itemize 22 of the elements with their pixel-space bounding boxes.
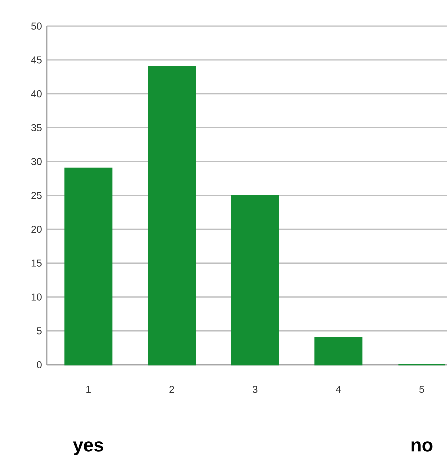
x-tick-label: 3	[252, 386, 258, 394]
text: yes	[73, 442, 104, 456]
x-tick-label: 4	[336, 386, 342, 393]
bar	[314, 337, 363, 366]
y-tick-label: 0	[37, 361, 42, 369]
y-tick-label: 20	[32, 226, 42, 234]
y-tick-label: 10	[32, 294, 42, 301]
bar	[64, 168, 113, 366]
y-tick-label: 30	[32, 158, 42, 166]
x-tick-label: 1	[86, 386, 91, 393]
y-tick-label: 5	[37, 328, 42, 335]
y-tick-label: 45	[31, 56, 42, 64]
text: no	[412, 442, 433, 452]
bar	[231, 195, 280, 366]
x-tick-label: 2	[170, 386, 174, 394]
x-tick-label: 5	[420, 386, 424, 394]
y-tick-label: 35	[32, 124, 42, 132]
y-tick-label: 50	[32, 22, 42, 30]
y-tick-label: 15	[32, 260, 42, 267]
y-tick-label: 40	[31, 90, 42, 98]
y-tick-label: 25	[32, 192, 42, 200]
bar	[148, 66, 196, 366]
